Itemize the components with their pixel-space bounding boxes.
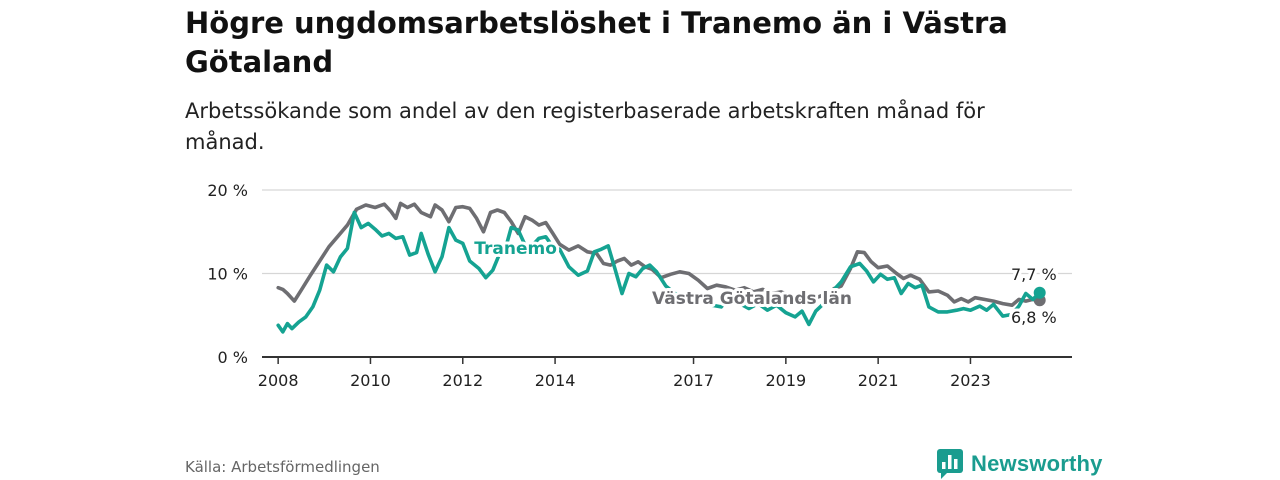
source-note: Källa: Arbetsförmedlingen (185, 458, 380, 476)
x-tick-label: 2019 (765, 371, 806, 390)
chart-title: Högre ungdomsarbetslöshet i Tranemo än i… (185, 6, 1008, 79)
y-tick-label: 20 % (207, 181, 248, 200)
series-label-tranemo-text: Tranemo (474, 239, 557, 259)
newsworthy-logo-icon (937, 449, 963, 479)
y-tick-label: 10 % (207, 265, 248, 284)
newsworthy-brand[interactable]: Newsworthy (937, 449, 1103, 479)
x-tick-label: 2021 (858, 371, 899, 390)
end-value-vastra-gotaland: 6,8 %6,8 % (1008, 305, 1060, 330)
end-value-tranemo-halo: 7,7 % (1011, 265, 1057, 284)
series-label-vastra-gotaland-text: Västra Götalands län (652, 289, 852, 309)
chart-subtitle: Arbetssökande som andel av den registerb… (185, 99, 985, 154)
series-line-vastra-gotaland (276, 201, 1042, 307)
end-value-tranemo: 7,7 %7,7 % (1008, 262, 1060, 287)
y-tick-label: 0 % (218, 348, 248, 367)
series-layer (276, 201, 1046, 334)
x-tick-label: 2008 (258, 371, 299, 390)
x-tick-label: 2012 (442, 371, 483, 390)
series-label-tranemo-halo: Tranemo (474, 239, 557, 259)
x-tick-label: 2023 (950, 371, 991, 390)
brand-name: Newsworthy (971, 451, 1103, 476)
grid-layer: 0 % 10 % 20 % 2008 2010 2012 2014 2017 2019 2021 2… (207, 181, 1072, 390)
end-point-tranemo (1033, 286, 1046, 299)
end-value-vastra-gotaland-text: 6,8 % (1011, 308, 1057, 327)
x-tick-label: 2014 (535, 371, 576, 390)
end-value-vastra-gotaland-halo: 6,8 % (1011, 308, 1057, 327)
series-line-tranemo (276, 210, 1042, 334)
x-tick-label: 2010 (350, 371, 391, 390)
series-label-vastra-gotaland-halo: Västra Götalands län (652, 289, 852, 309)
end-value-tranemo-text: 7,7 % (1011, 265, 1057, 284)
x-tick-label: 2017 (673, 371, 714, 390)
